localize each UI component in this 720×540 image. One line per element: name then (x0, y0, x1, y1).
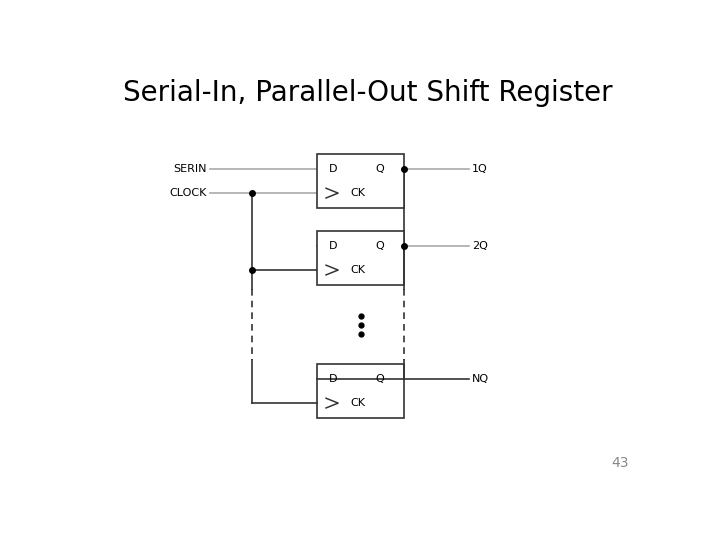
Text: SERIN: SERIN (174, 164, 207, 174)
Text: D: D (329, 241, 337, 251)
Bar (318, 231, 404, 285)
Bar (318, 154, 404, 208)
Bar (318, 364, 404, 418)
Text: D: D (329, 374, 337, 384)
Text: Q: Q (375, 241, 384, 251)
Text: 43: 43 (611, 456, 629, 470)
Text: CK: CK (350, 398, 365, 408)
Text: Q: Q (375, 164, 384, 174)
Text: CK: CK (350, 188, 365, 198)
Text: 2Q: 2Q (472, 241, 488, 251)
Text: 1Q: 1Q (472, 164, 488, 174)
Text: CK: CK (350, 265, 365, 275)
Text: Q: Q (375, 374, 384, 384)
Text: NQ: NQ (472, 374, 490, 384)
Text: CLOCK: CLOCK (170, 188, 207, 198)
Text: D: D (329, 164, 337, 174)
Text: Serial-In, Parallel-Out Shift Register: Serial-In, Parallel-Out Shift Register (124, 79, 613, 107)
